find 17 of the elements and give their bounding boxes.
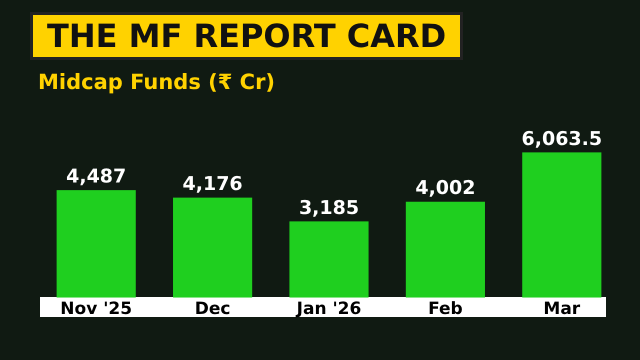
bar bbox=[406, 202, 485, 298]
data-label: 3,185 bbox=[298, 196, 360, 219]
data-label: 6,063.5 bbox=[522, 128, 602, 150]
bar bbox=[173, 198, 252, 298]
data-label: 4,176 bbox=[182, 173, 243, 196]
data-label: 4,487 bbox=[66, 166, 126, 188]
bar bbox=[289, 221, 369, 298]
x-tick-label: Dec bbox=[194, 299, 230, 320]
x-tick-label: Mar bbox=[543, 299, 581, 320]
chart-subtitle: Midcap Funds (₹ Cr) bbox=[38, 70, 276, 94]
data-label: 4,002 bbox=[415, 177, 476, 200]
bar bbox=[522, 152, 602, 298]
x-tick-label: Jan '26 bbox=[296, 299, 362, 320]
x-tick-label: Nov '25 bbox=[60, 299, 132, 320]
chart-title: THE MF REPORT CARD bbox=[30, 12, 464, 60]
x-tick-label: Feb bbox=[428, 299, 463, 320]
bar bbox=[56, 190, 136, 298]
